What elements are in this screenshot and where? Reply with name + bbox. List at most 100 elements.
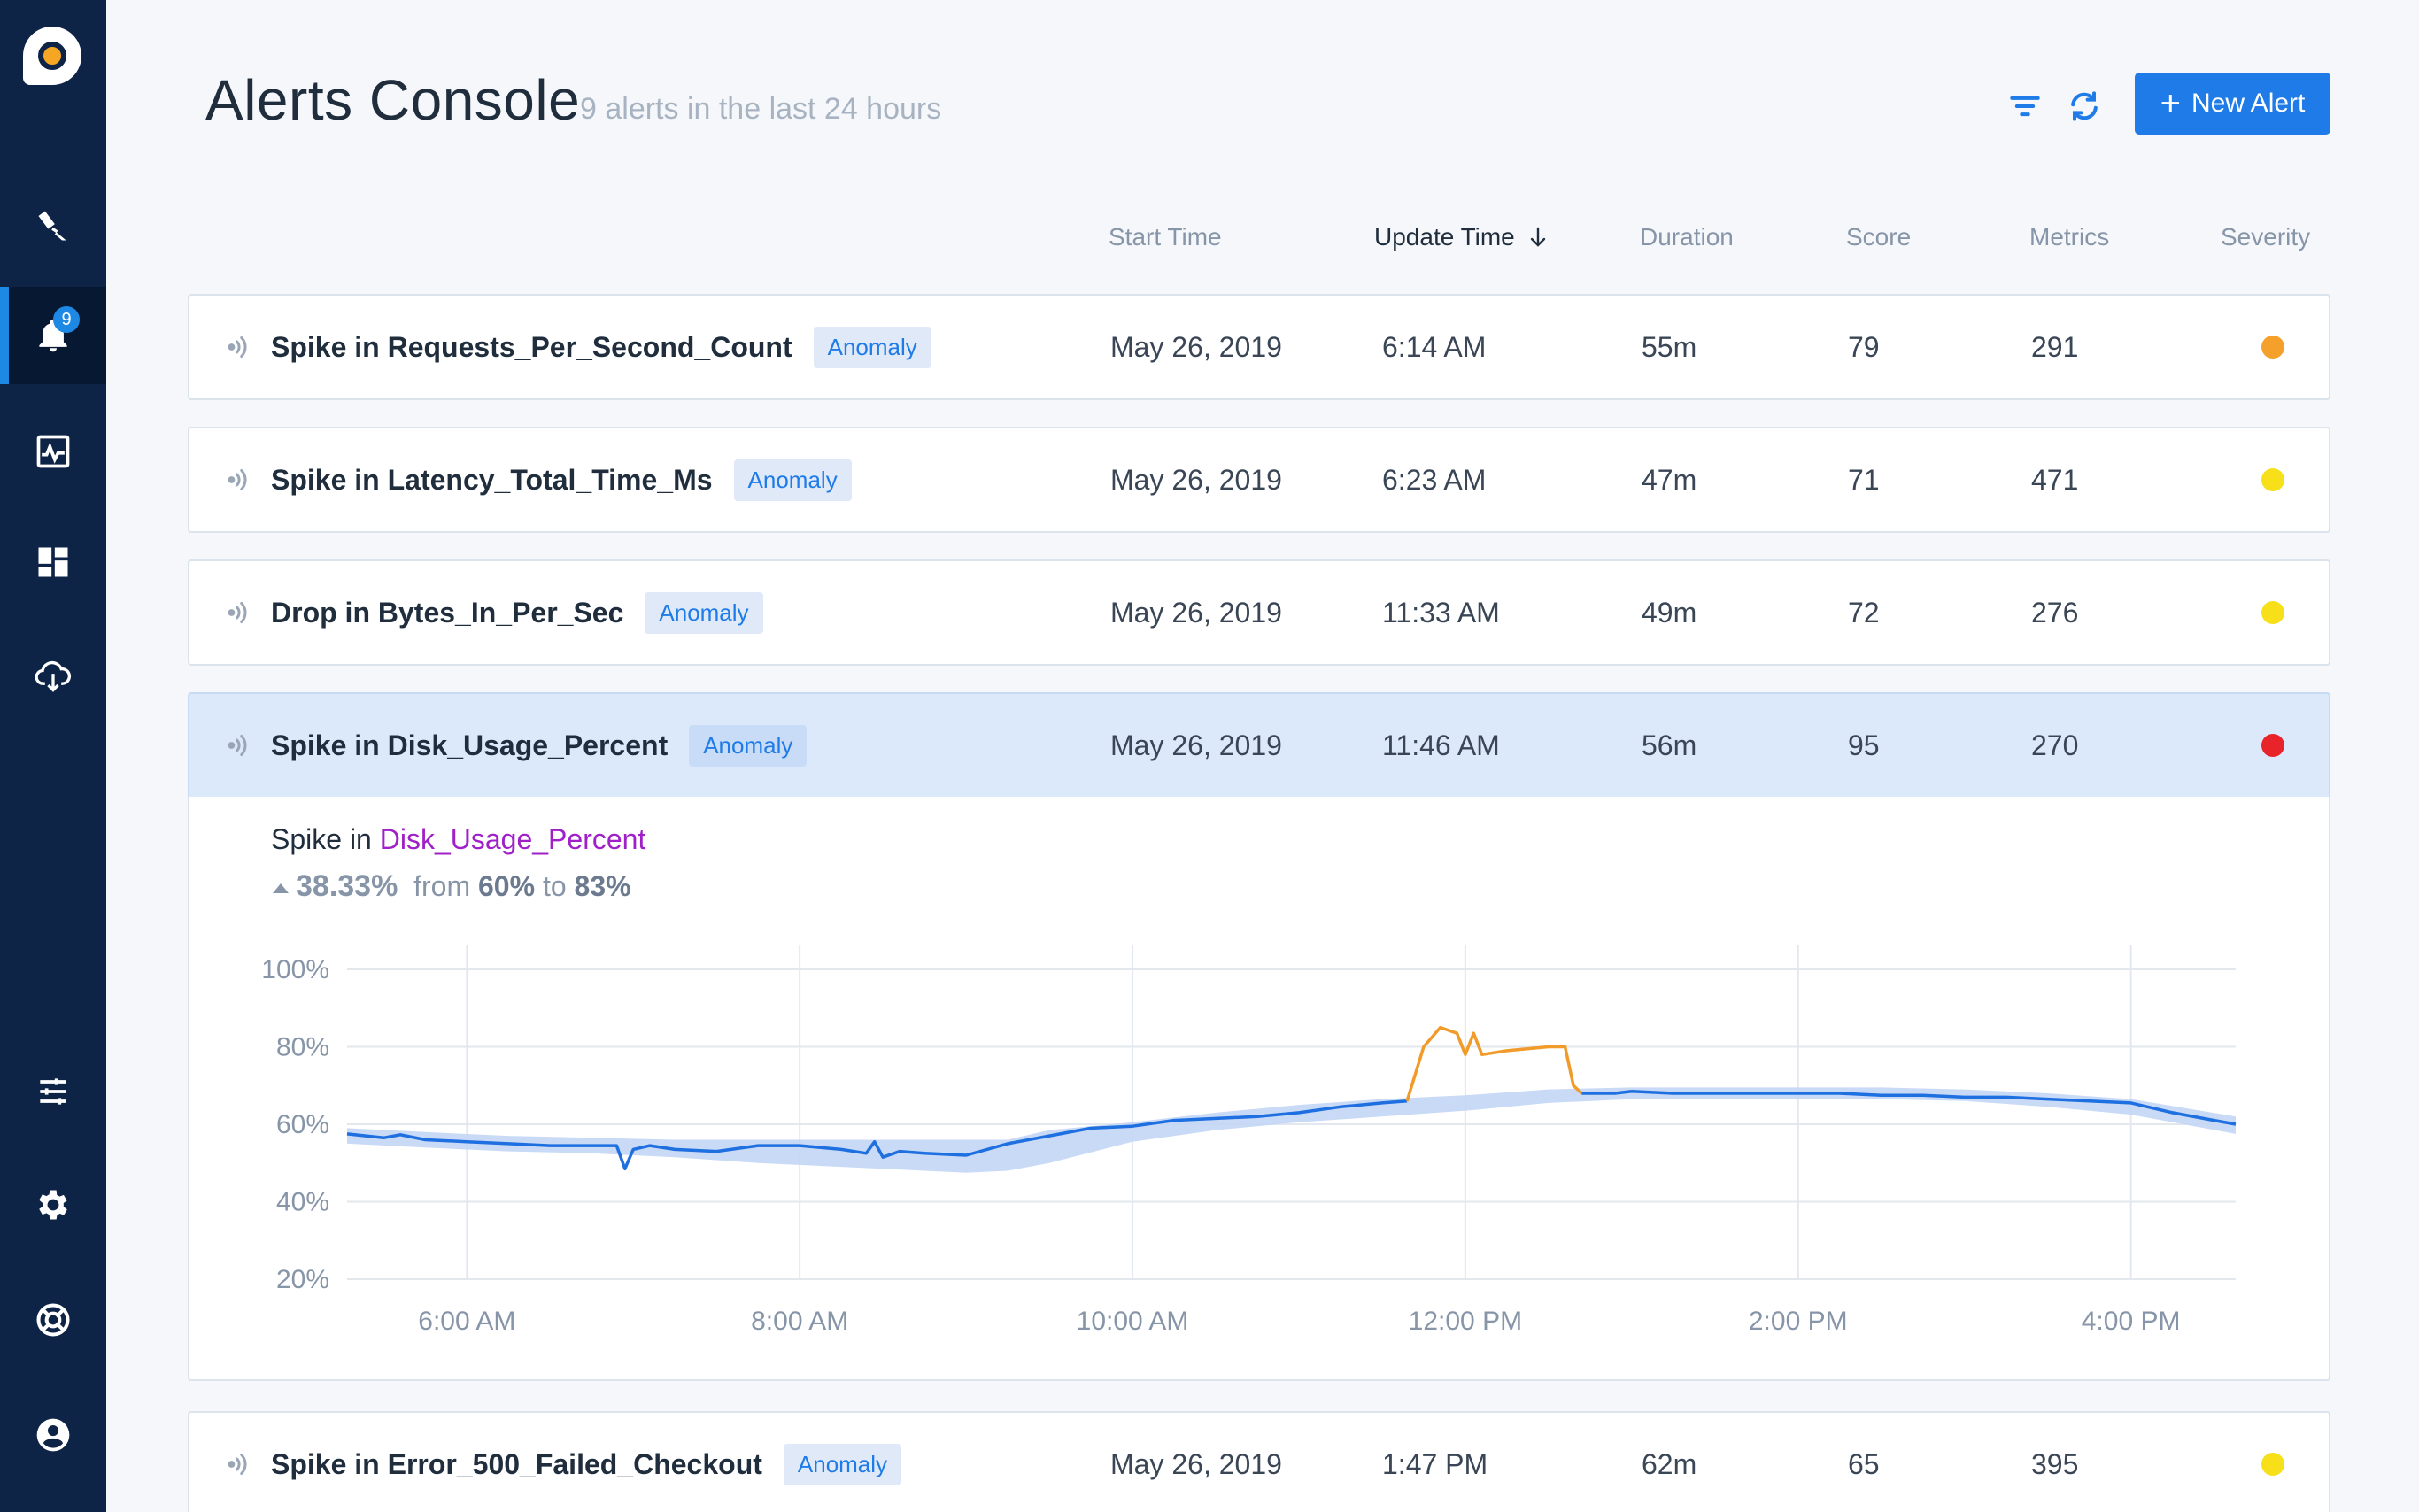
- severity-dot: [2261, 734, 2284, 757]
- column-severity[interactable]: Severity: [2221, 223, 2311, 251]
- new-alert-label: New Alert: [2191, 89, 2306, 118]
- detail-to-word: to: [542, 870, 567, 902]
- dashboard-icon: [38, 547, 68, 577]
- alert-row[interactable]: Spike in Latency_Total_Time_Ms Anomaly M…: [188, 427, 2330, 533]
- alert-score: 95: [1848, 729, 1880, 761]
- alert-name[interactable]: Drop in Bytes_In_Per_Sec: [271, 596, 624, 629]
- alert-metrics: 270: [2031, 729, 2079, 761]
- severity-dot: [2261, 468, 2284, 491]
- sliders-icon: [40, 1078, 66, 1105]
- chart-icon: [36, 435, 70, 468]
- detail-metric-link[interactable]: Disk_Usage_Percent: [379, 823, 646, 855]
- signal-icon: [228, 469, 247, 490]
- anomaly-badge: Anomaly: [783, 1443, 902, 1485]
- alert-start-time: May 26, 2019: [1110, 729, 1282, 761]
- anomaly-badge: Anomaly: [813, 326, 931, 368]
- alert-metrics: 276: [2031, 596, 2079, 629]
- alert-detail-panel: Spike in Disk_Usage_Percent 38.33% from …: [188, 797, 2330, 1381]
- alert-score: 65: [1848, 1447, 1880, 1480]
- telescope-icon: [38, 211, 66, 241]
- alert-name[interactable]: Spike in Error_500_Failed_Checkout: [271, 1447, 762, 1480]
- gear-icon: [39, 1190, 67, 1220]
- sidebar-item-settings[interactable]: [0, 1156, 106, 1254]
- user-icon: [36, 1418, 70, 1452]
- alert-row[interactable]: Spike in Error_500_Failed_Checkout Anoma…: [188, 1411, 2330, 1512]
- alert-start-time: May 26, 2019: [1110, 1447, 1282, 1480]
- detail-change-pct: 38.33%: [296, 869, 398, 903]
- alert-row[interactable]: Spike in Disk_Usage_Percent Anomaly May …: [188, 692, 2330, 798]
- alert-update-time: 11:46 AM: [1382, 729, 1500, 761]
- detail-from-value: 60%: [478, 870, 536, 902]
- alert-update-time: 1:47 PM: [1382, 1447, 1488, 1480]
- alerts-count-badge: 9: [53, 306, 80, 333]
- alert-name-cell: Drop in Bytes_In_Per_Sec Anomaly: [271, 561, 763, 664]
- alert-name-cell: Spike in Requests_Per_Second_Count Anoma…: [271, 296, 931, 398]
- severity-dot: [2261, 336, 2284, 359]
- detail-title: Spike in Disk_Usage_Percent: [271, 823, 645, 856]
- alert-metrics: 471: [2031, 463, 2079, 496]
- sidebar-item-support[interactable]: [0, 1271, 106, 1369]
- alert-name[interactable]: Spike in Latency_Total_Time_Ms: [271, 463, 713, 496]
- column-score[interactable]: Score: [1846, 223, 1912, 251]
- sidebar-item-dashboards[interactable]: [0, 513, 106, 611]
- app-logo[interactable]: [23, 27, 81, 85]
- triangle-up-icon: [273, 883, 289, 893]
- cloud-download-icon: [35, 660, 72, 692]
- detail-change: 38.33% from 60% to 83%: [271, 869, 631, 904]
- severity-dot: [2261, 1453, 2284, 1476]
- alert-duration: 47m: [1642, 463, 1697, 496]
- column-update-time-label: Update Time: [1374, 223, 1515, 251]
- signal-icon: [228, 336, 247, 358]
- sidebar-item-data-sources[interactable]: [0, 627, 106, 724]
- column-metrics[interactable]: Metrics: [2029, 223, 2110, 251]
- anomaly-badge: Anomaly: [733, 459, 852, 501]
- alert-update-time: 11:33 AM: [1382, 596, 1500, 629]
- sidebar-item-alerts[interactable]: 9: [0, 287, 106, 384]
- alert-update-time: 6:14 AM: [1382, 330, 1487, 363]
- alert-name-cell: Spike in Disk_Usage_Percent Anomaly: [271, 694, 808, 797]
- signal-icon: [228, 602, 247, 623]
- sidebar-item-controls[interactable]: [0, 1043, 106, 1140]
- new-alert-button[interactable]: + New Alert: [2135, 73, 2330, 135]
- alert-start-time: May 26, 2019: [1110, 596, 1282, 629]
- alert-score: 71: [1848, 463, 1880, 496]
- alert-name[interactable]: Spike in Disk_Usage_Percent: [271, 729, 669, 761]
- alert-name[interactable]: Spike in Requests_Per_Second_Count: [271, 330, 792, 363]
- anomaly-badge: Anomaly: [645, 591, 763, 634]
- column-update-time[interactable]: Update Time: [1374, 223, 1549, 251]
- alert-start-time: May 26, 2019: [1110, 330, 1282, 363]
- alert-metrics: 395: [2031, 1447, 2079, 1480]
- detail-to-value: 83%: [574, 870, 631, 902]
- alert-name-cell: Spike in Latency_Total_Time_Ms Anomaly: [271, 428, 852, 531]
- sidebar-item-metrics[interactable]: [0, 403, 106, 500]
- alert-duration: 62m: [1642, 1447, 1697, 1480]
- alert-duration: 55m: [1642, 330, 1697, 363]
- page-subtitle: 9 alerts in the last 24 hours: [580, 92, 942, 126]
- severity-dot: [2261, 601, 2284, 624]
- anomaly-badge: Anomaly: [689, 724, 808, 767]
- alert-update-time: 6:23 AM: [1382, 463, 1487, 496]
- sidebar-item-profile[interactable]: [0, 1386, 106, 1484]
- signal-icon: [228, 735, 247, 756]
- alert-score: 79: [1848, 330, 1880, 363]
- detail-from-word: from: [413, 870, 471, 902]
- arrow-down-icon: [1530, 227, 1545, 247]
- page-title: Alerts Console: [205, 68, 581, 132]
- sidebar: 9: [0, 0, 106, 1512]
- alert-duration: 49m: [1642, 596, 1697, 629]
- alert-duration: 56m: [1642, 729, 1697, 761]
- signal-icon: [228, 1454, 247, 1475]
- column-duration[interactable]: Duration: [1640, 223, 1734, 251]
- alert-row[interactable]: Drop in Bytes_In_Per_Sec Anomaly May 26,…: [188, 559, 2330, 666]
- column-start-time[interactable]: Start Time: [1109, 223, 1222, 251]
- alert-score: 72: [1848, 596, 1880, 629]
- lifebuoy-icon: [36, 1303, 70, 1337]
- sidebar-item-explore[interactable]: [0, 177, 106, 274]
- plus-icon: +: [2160, 84, 2181, 123]
- detail-prefix: Spike in: [271, 823, 372, 855]
- alert-row[interactable]: Spike in Requests_Per_Second_Count Anoma…: [188, 294, 2330, 400]
- filter-icon[interactable]: [2006, 87, 2044, 126]
- alert-start-time: May 26, 2019: [1110, 463, 1282, 496]
- alert-name-cell: Spike in Error_500_Failed_Checkout Anoma…: [271, 1413, 902, 1512]
- refresh-icon[interactable]: [2065, 87, 2104, 126]
